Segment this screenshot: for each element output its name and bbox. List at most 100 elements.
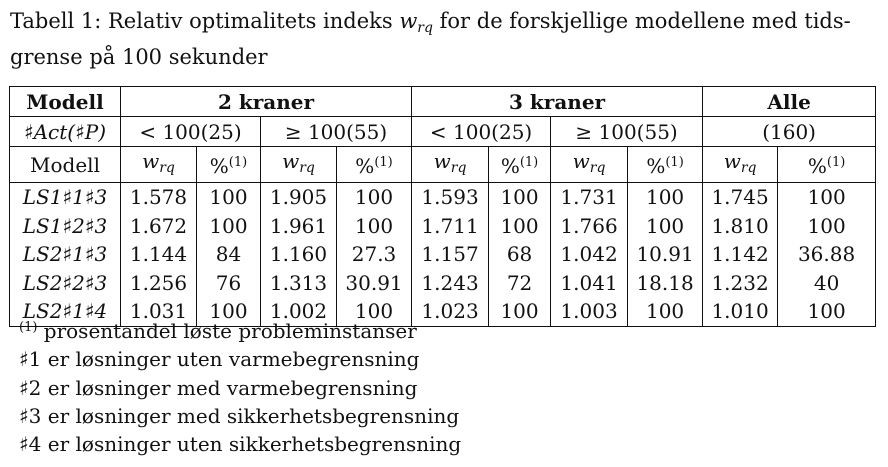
colhead-wrq-base: w [282,149,300,173]
cell-wrq: 1.766 [550,211,629,240]
cell-wrq: 1.961 [260,211,337,240]
cell-model: LS1♯2♯3 [9,211,121,240]
caption-line-1: Tabell 1: Relativ optimalitets indeks wr… [10,7,870,43]
colhead-wrq-subscript: rq [299,160,315,176]
header-modell: Modell [9,86,121,117]
colhead-percent: %(1) [196,146,261,183]
colhead-wrq: wrq [702,146,779,183]
colhead-percent-sign: % [500,154,520,178]
caption-line-2: grense på 100 sekunder [10,45,268,69]
cell-wrq: 1.160 [260,240,337,269]
colhead-percent-sign: % [355,154,375,178]
table-row: LS2♯2♯3 1.256 76 1.313 30.91 1.243 72 1.041 18.1… [9,268,877,297]
colhead-wrq-subscript: rq [450,160,467,176]
cell-percent: 100 [627,297,704,327]
header-2-kraner: 2 kraner [119,86,413,117]
table-caption: Tabell 1: Relativ optimalitets indeks wr… [10,7,870,72]
table-row: LS1♯1♯3 1.578 100 1.905 100 1.593 100 1.731 100 1… [9,182,877,212]
colhead-wrq: wrq [120,146,197,183]
cell-percent: 36.88 [777,240,877,269]
cell-wrq: 1.003 [550,297,629,327]
colhead-percent: %(1) [488,146,552,183]
colhead-percent-footnote: (1) [374,155,393,170]
colhead-wrq: wrq [260,146,337,183]
cell-wrq: 1.157 [411,240,490,269]
cell-wrq: 1.243 [411,268,490,297]
cell-wrq: 1.905 [260,182,337,212]
table-row: LS2♯1♯4 1.031 100 1.002 100 1.023 100 1.003 100 1… [9,297,877,327]
cell-percent: 68 [488,240,552,269]
cell-model: LS1♯1♯3 [9,182,121,212]
caption-line1-rest: for de forskjellige modellene med tids- [432,9,851,33]
caption-prefix: Tabell 1: Relativ optimalitets indeks [10,9,400,33]
subheader-3k-ge100: ≥ 100(55) [550,116,704,147]
cell-percent: 27.3 [335,240,413,269]
note-sharp-4: ♯4 er løsninger uten sikkerhetsbegrensni… [19,432,462,457]
cell-percent: 100 [627,211,704,240]
table-row: LS1♯2♯3 1.672 100 1.961 100 1.711 100 1.766 100 1… [9,211,877,240]
cell-wrq: 1.313 [260,268,337,297]
colhead-percent-footnote: (1) [665,155,684,170]
cell-wrq: 1.256 [120,268,197,297]
cell-wrq: 1.711 [411,211,490,240]
cell-wrq: 1.041 [550,268,629,297]
subheader-act-p: ♯Act(♯P) [9,116,121,147]
colhead-wrq-subscript: rq [589,160,606,176]
cell-percent: 84 [196,240,261,269]
cell-wrq: 1.023 [411,297,490,327]
cell-model: LS2♯2♯3 [9,268,121,297]
cell-percent: 100 [335,182,413,212]
subheader-2k-ge100: ≥ 100(55) [259,116,413,147]
cell-wrq: 1.232 [702,268,779,297]
colhead-percent: %(1) [777,146,877,183]
colhead-percent-sign: % [646,154,666,178]
header-alle: Alle [702,86,877,117]
note-sharp-1: ♯1 er løsninger uten varmebegrensning [19,347,420,372]
cell-wrq: 1.672 [120,211,197,240]
note-sharp-2: ♯2 er løsninger med varmebegrensning [19,375,418,400]
cell-percent: 100 [488,211,552,240]
cell-wrq: 1.593 [411,182,490,212]
colhead-wrq-base: w [723,149,741,173]
table-group-header-row: Modell 2 kraner 3 kraner Alle [9,86,877,117]
cell-wrq: 1.142 [702,240,779,269]
cell-percent: 100 [196,211,261,240]
note-footnote-marker: (1) [19,320,38,335]
cell-percent: 100 [196,182,261,212]
cell-model: LS2♯1♯3 [9,240,121,269]
caption-symbol-subscript: rq [417,20,433,36]
cell-percent: 100 [777,211,877,240]
cell-percent: 10.91 [627,240,704,269]
cell-percent: 100 [335,297,413,327]
subheader-2k-lt100: < 100(25) [120,116,261,147]
cell-wrq: 1.144 [120,240,197,269]
cell-percent: 18.18 [627,268,704,297]
colhead-wrq-subscript: rq [740,160,757,176]
cell-percent: 72 [488,268,552,297]
note-footnote-1: (1) prosentandel løste probleminstanser [19,314,461,345]
colhead-wrq-base: w [572,149,590,173]
cell-percent: 100 [777,297,877,327]
cell-percent: 100 [335,211,413,240]
cell-wrq: 1.745 [702,182,779,212]
cell-model: LS2♯1♯4 [9,297,121,327]
colhead-modell: Modell [9,146,121,183]
cell-wrq: 1.731 [550,182,629,212]
table-row: LS2♯1♯3 1.144 84 1.160 27.3 1.157 68 1.042 10.91… [9,240,877,269]
caption-symbol: w [399,9,418,33]
cell-wrq: 1.002 [260,297,337,327]
cell-wrq: 1.042 [550,240,629,269]
cell-percent: 40 [777,268,877,297]
cell-percent: 30.91 [335,268,413,297]
colhead-percent-footnote: (1) [826,155,846,170]
cell-wrq: 1.010 [702,297,779,327]
cell-percent: 100 [777,182,877,212]
cell-wrq: 1.578 [120,182,197,212]
results-table: Modell 2 kraner 3 kraner Alle ♯Act(♯P) <… [9,86,877,327]
colhead-percent-sign: % [807,154,827,178]
colhead-percent-footnote: (1) [228,155,248,170]
note-footnote-text: prosentandel løste probleminstanser [37,319,417,343]
colhead-percent-footnote: (1) [519,155,539,170]
colhead-percent: %(1) [335,146,413,183]
